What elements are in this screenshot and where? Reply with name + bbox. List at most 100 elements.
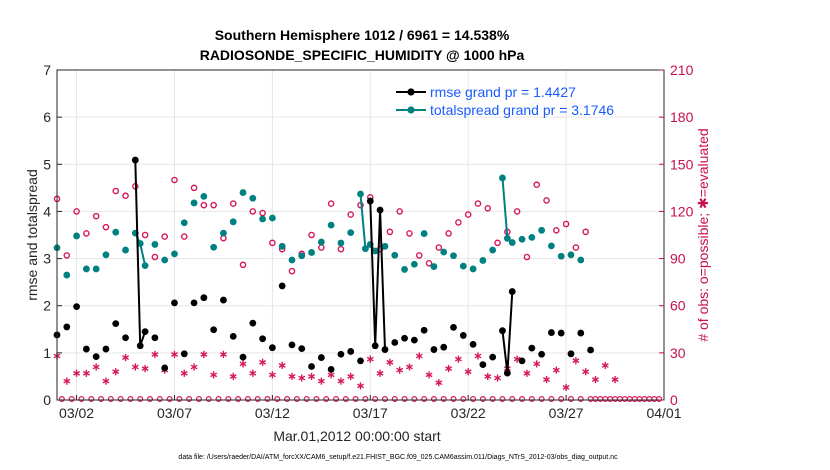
obs-possible-point <box>406 230 413 237</box>
obs-evaluated-point <box>288 372 296 381</box>
obs-possible-point <box>122 192 129 200</box>
obs-possible-point <box>102 223 110 231</box>
spread-point <box>499 174 506 182</box>
obs-evaluated-point <box>552 366 560 374</box>
obs-evaluated-point <box>190 363 198 371</box>
obs-zero-point <box>499 396 506 403</box>
obs-evaluated-point <box>317 377 325 385</box>
spread-point <box>161 256 169 264</box>
obs-zero-point <box>68 396 75 403</box>
obs-zero-point <box>78 396 85 403</box>
obs-zero-point <box>254 396 261 403</box>
obs-evaluated-point <box>347 372 355 381</box>
obs-zero-point <box>205 396 212 403</box>
spread-point <box>508 239 516 246</box>
obs-possible-point <box>494 239 501 247</box>
rmse-point <box>122 334 129 342</box>
obs-zero-point <box>411 396 418 403</box>
obs-possible-point <box>347 211 355 218</box>
spread-point <box>430 263 438 270</box>
obs-evaluated-point <box>533 360 541 368</box>
obs-possible-point <box>288 267 296 275</box>
obs-possible-point <box>318 244 325 251</box>
obs-evaluated-point <box>435 379 443 387</box>
obs-zero-point <box>509 396 516 403</box>
footnote: data file: /Users/raeder/DAI/ATM_forcXX/… <box>178 454 618 461</box>
obs-evaluated-point <box>102 377 110 385</box>
obs-possible-point <box>180 233 188 240</box>
x-tick-label: 03/12 <box>255 405 290 421</box>
obs-zero-point <box>58 396 65 403</box>
obs-evaluated-point <box>474 352 482 360</box>
obs-evaluated-point <box>582 368 590 376</box>
spread-point <box>391 251 399 259</box>
obs-possible-point <box>533 181 541 189</box>
spread-point <box>528 233 536 241</box>
spread-point <box>459 262 467 270</box>
obs-possible-point <box>112 187 120 195</box>
obs-zero-point <box>362 396 369 403</box>
obs-zero-point <box>147 396 154 403</box>
obs-evaluated-point <box>308 372 316 381</box>
spread-point <box>122 246 129 254</box>
spread-point <box>337 239 345 247</box>
obs-possible-point <box>474 200 482 207</box>
obs-evaluated-point <box>543 375 550 384</box>
rmse-point <box>381 346 389 353</box>
obs-zero-point <box>284 396 291 403</box>
y-axis-label-right: # of obs: o=possible; ✱=evaluated <box>695 128 711 341</box>
obs-zero-point <box>117 396 124 403</box>
obs-zero-point <box>88 396 95 403</box>
rmse-point <box>151 334 159 342</box>
spread-point <box>190 199 198 207</box>
obs-zero-point <box>244 396 251 403</box>
obs-zero-point <box>636 396 643 403</box>
obs-zero-point <box>391 396 398 403</box>
obs-zero-point <box>651 396 658 403</box>
rmse-point <box>557 329 565 337</box>
rmse-point <box>567 350 575 358</box>
obs-evaluated-point <box>494 374 502 382</box>
rmse-point <box>200 294 208 302</box>
spread-point <box>469 265 477 273</box>
obs-zero-point <box>274 396 281 403</box>
y-right-tick-label: 120 <box>670 203 694 219</box>
obs-zero-point <box>548 396 555 403</box>
rmse-point <box>327 365 335 373</box>
spread-point <box>151 241 159 248</box>
obs-possible-point <box>151 253 159 261</box>
rmse-point <box>298 345 306 353</box>
spread-point <box>249 194 257 202</box>
spread-point <box>308 249 315 256</box>
obs-zero-point <box>612 396 619 403</box>
spread-point <box>102 251 110 259</box>
obs-evaluated-point <box>141 364 149 373</box>
spread-point <box>220 229 227 237</box>
obs-possible-point <box>269 239 276 247</box>
obs-evaluated-point <box>376 369 384 377</box>
obs-evaluated-point <box>366 355 374 363</box>
spread-point <box>229 218 237 226</box>
obs-possible-point <box>200 201 208 209</box>
rmse-point <box>587 346 594 354</box>
y-axis-label: rmse and totalspread <box>24 169 40 301</box>
obs-zero-point <box>577 396 584 403</box>
obs-evaluated-point <box>396 366 404 374</box>
obs-zero-point <box>440 396 447 403</box>
spread-point <box>73 232 80 240</box>
rmse-point <box>430 346 438 353</box>
obs-evaluated-point <box>219 350 227 359</box>
rmse-point <box>239 353 247 361</box>
rmse-point <box>440 343 448 351</box>
rmse-point <box>420 326 428 334</box>
rmse-point <box>518 357 526 365</box>
spread-point <box>361 245 369 253</box>
rmse-point <box>92 353 100 361</box>
spread-point <box>259 215 266 223</box>
rmse-point <box>357 357 364 365</box>
obs-zero-point <box>107 396 114 403</box>
obs-possible-point <box>73 208 80 215</box>
spread-point <box>557 252 565 260</box>
obs-evaluated-point <box>171 350 178 359</box>
obs-possible-point <box>83 230 90 237</box>
